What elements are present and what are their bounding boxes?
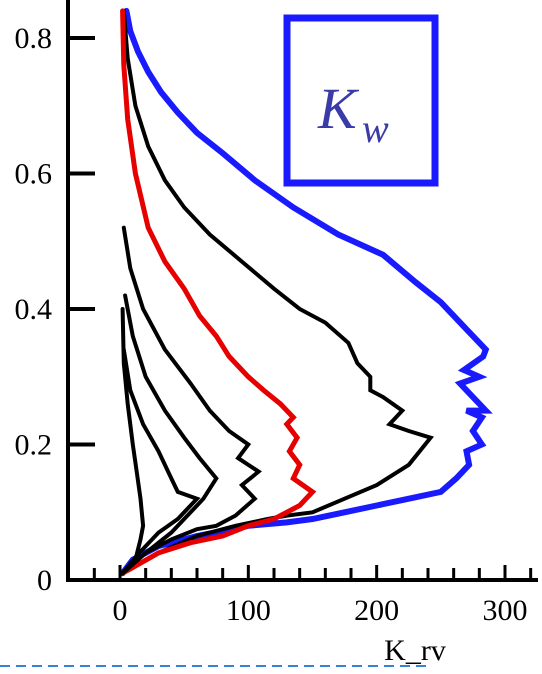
- series-layer: [119, 7, 493, 577]
- series-line-5: [120, 293, 219, 576]
- series-line-6: [120, 347, 201, 576]
- axis-layer: 0 0.2 0.4 0.6 0.8 0 100 200 300 K_rv: [15, 0, 538, 667]
- legend-symbol: K: [317, 76, 360, 141]
- y-tick-label: 0.6: [15, 158, 53, 191]
- series-line-1: [119, 7, 493, 577]
- x-tick-label: 300: [483, 594, 528, 627]
- y-tick-label: 0.4: [15, 293, 53, 326]
- x-tick-label: 200: [354, 594, 399, 627]
- y-tick-label: 0: [37, 564, 52, 597]
- y-tick-label: 0.8: [15, 22, 53, 55]
- x-axis-title: K_rv: [384, 634, 446, 667]
- series-line-3: [120, 8, 317, 576]
- series-line-4: [120, 225, 262, 576]
- x-tick-label: 0: [113, 594, 128, 627]
- legend-box: [283, 14, 439, 187]
- x-tick-label: 100: [226, 594, 271, 627]
- legend-subscript: w: [362, 106, 389, 151]
- series-line-7: [120, 307, 146, 576]
- y-tick-label: 0.2: [15, 429, 53, 462]
